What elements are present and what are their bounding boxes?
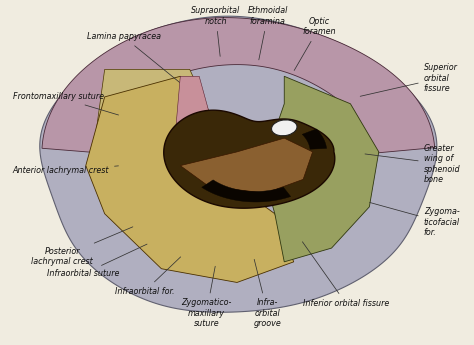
Text: Posterior
lachrymal crest: Posterior lachrymal crest bbox=[31, 227, 133, 266]
Text: Anterior lachrymal crest: Anterior lachrymal crest bbox=[12, 166, 118, 175]
Polygon shape bbox=[42, 18, 435, 154]
Ellipse shape bbox=[272, 120, 297, 136]
Text: Zygoma-
ticofacial
for.: Zygoma- ticofacial for. bbox=[370, 203, 460, 237]
Text: Optic
foramen: Optic foramen bbox=[294, 17, 337, 70]
Text: Inferior orbital fissure: Inferior orbital fissure bbox=[302, 242, 389, 308]
Polygon shape bbox=[180, 138, 313, 193]
Text: Infraorbital suture: Infraorbital suture bbox=[47, 244, 147, 278]
Text: Zygomatico-
maxillary
suture: Zygomatico- maxillary suture bbox=[181, 266, 231, 328]
Polygon shape bbox=[302, 129, 327, 149]
Text: Frontomaxillary suture: Frontomaxillary suture bbox=[12, 92, 118, 115]
Text: Infra-
orbital
groove: Infra- orbital groove bbox=[254, 259, 282, 328]
Text: Supraorbital
notch: Supraorbital notch bbox=[191, 7, 240, 56]
Polygon shape bbox=[175, 76, 218, 179]
Text: Infraorbital for.: Infraorbital for. bbox=[115, 257, 181, 296]
Polygon shape bbox=[202, 180, 291, 202]
Text: Superior
orbital
fissure: Superior orbital fissure bbox=[360, 63, 457, 96]
Polygon shape bbox=[40, 16, 437, 312]
Polygon shape bbox=[164, 110, 335, 208]
Text: Lamina papyracea: Lamina papyracea bbox=[87, 32, 181, 83]
Polygon shape bbox=[95, 69, 218, 207]
Polygon shape bbox=[265, 76, 379, 262]
Text: Greater
wing of
sphenoid
bone: Greater wing of sphenoid bone bbox=[365, 144, 460, 184]
Polygon shape bbox=[86, 76, 294, 283]
Text: Ethmoidal
foramina: Ethmoidal foramina bbox=[247, 7, 288, 60]
